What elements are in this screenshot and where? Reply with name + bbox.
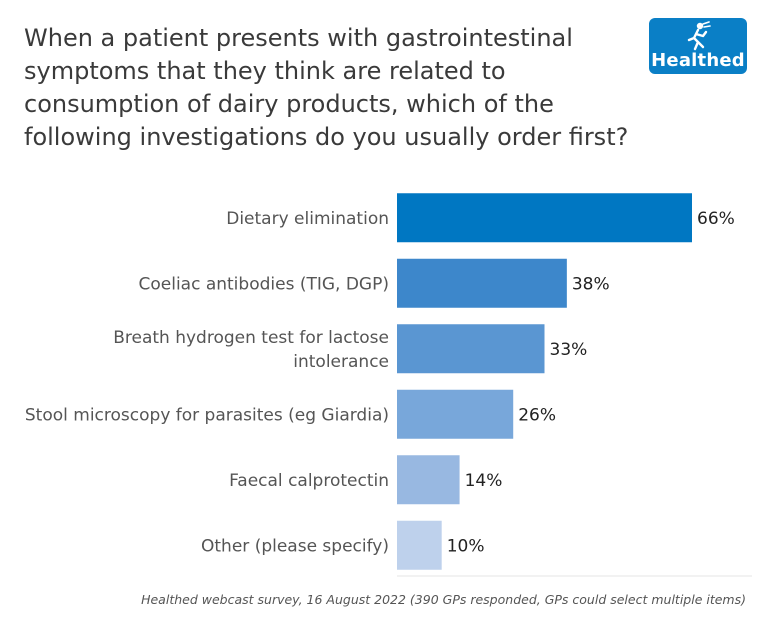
bar [397, 193, 692, 243]
category-label-line: intolerance [293, 352, 389, 372]
bar [397, 258, 567, 308]
chart-title: When a patient presents with gastrointes… [24, 24, 629, 151]
category-label: Breath hydrogen test for lactose intolera… [113, 328, 389, 372]
bar [397, 455, 460, 505]
value-label: 33% [550, 340, 588, 360]
category-label: Stool microscopy for parasites (eg Giard… [25, 405, 389, 425]
value-label: 10% [447, 536, 485, 556]
footnote: Healthed webcast survey, 16 August 2022 … [141, 592, 746, 607]
category-label-line: Breath hydrogen test for lactose [113, 328, 389, 348]
category-label-line: Coeliac antibodies (TIG, DGP) [138, 274, 389, 294]
category-label: Faecal calprotectin [229, 471, 389, 491]
value-label: 66% [697, 209, 735, 229]
bar [397, 520, 442, 570]
category-label: Dietary elimination [226, 209, 389, 229]
logo-text: Healthed [651, 50, 745, 71]
healthed-logo: Healthed [649, 18, 747, 74]
value-label: 14% [465, 471, 503, 491]
category-label: Coeliac antibodies (TIG, DGP) [138, 274, 389, 294]
bar [397, 324, 545, 374]
category-label-line: Dietary elimination [226, 209, 389, 229]
category-label-line: Stool microscopy for parasites (eg Giard… [25, 405, 389, 425]
category-label-line: Other (please specify) [201, 536, 389, 556]
category-label-line: Faecal calprotectin [229, 471, 389, 491]
value-label: 38% [572, 274, 610, 294]
running-figure-icon [687, 21, 711, 51]
value-label: 26% [518, 405, 556, 425]
category-label: Other (please specify) [201, 536, 389, 556]
bar [397, 389, 514, 439]
